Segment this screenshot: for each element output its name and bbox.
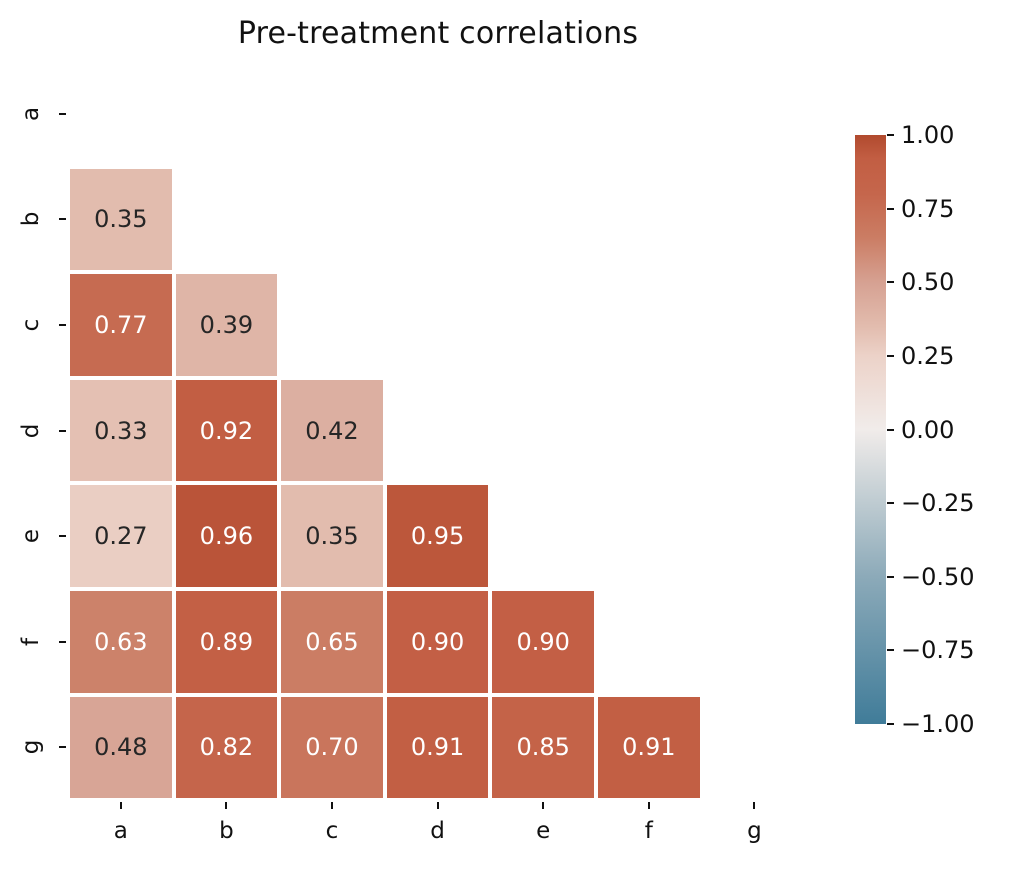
cell-annotation: 0.89 <box>199 627 254 656</box>
colorbar-tick-label: 0.00 <box>901 415 955 444</box>
colorbar-tick-mark <box>887 207 894 210</box>
y-tick-label-e: e <box>18 529 44 544</box>
y-tick-label-a: a <box>18 106 44 121</box>
x-tick-label-c: c <box>325 818 339 845</box>
heatmap-cell-b-a: 0.35 <box>68 166 174 273</box>
y-tick-mark <box>59 535 66 538</box>
heatmap-cell-e-a: 0.27 <box>68 483 174 589</box>
y-tick-label-f: f <box>18 637 44 646</box>
y-tick-mark <box>59 218 66 221</box>
cell-annotation: 0.65 <box>305 627 359 656</box>
x-tick-label-a: a <box>113 818 128 845</box>
y-tick-mark <box>59 429 66 432</box>
heatmap-cell-f-d: 0.90 <box>384 589 491 695</box>
cell-annotation: 0.91 <box>622 733 676 762</box>
colorbar-tick-label: −0.50 <box>901 562 975 591</box>
cell-annotation: 0.33 <box>94 416 148 445</box>
colorbar-tick-label: 0.75 <box>901 194 955 223</box>
cell-annotation: 0.90 <box>410 627 465 656</box>
colorbar-tick-mark <box>887 575 894 578</box>
colorbar-tick-label: 0.25 <box>901 341 955 370</box>
x-tick-label-e: e <box>536 818 551 845</box>
cell-annotation: 0.63 <box>94 627 148 656</box>
cell-annotation: 0.27 <box>94 522 148 551</box>
cell-annotation: 0.95 <box>410 522 465 551</box>
y-tick-mark <box>59 746 66 749</box>
cell-annotation: 0.85 <box>516 733 570 762</box>
y-tick-label-b: b <box>18 212 44 227</box>
y-tick-label-g: g <box>18 740 44 755</box>
x-tick-mark <box>119 802 122 810</box>
heatmap-cell-e-b: 0.96 <box>173 483 280 589</box>
y-tick-label-c: c <box>18 318 44 332</box>
colorbar-tick-mark <box>887 723 894 725</box>
y-tick-mark <box>59 640 66 643</box>
x-tick-mark <box>647 802 650 810</box>
x-tick-mark <box>331 802 333 810</box>
heatmap-cell-g-c: 0.70 <box>279 694 385 801</box>
cell-annotation: 0.39 <box>199 310 254 339</box>
y-tick-mark <box>59 112 66 115</box>
colorbar-tick-mark <box>887 281 894 284</box>
x-tick-label-b: b <box>219 818 234 845</box>
colorbar-tick-label: −0.75 <box>901 636 975 665</box>
colorbar-tick-mark <box>887 134 894 136</box>
cell-annotation: 0.35 <box>305 522 359 551</box>
chart-title: Pre-treatment correlations <box>237 16 639 51</box>
heatmap-cell-g-d: 0.91 <box>384 694 491 801</box>
x-tick-mark <box>225 802 228 810</box>
y-tick-mark <box>59 324 66 326</box>
heatmap-cell-e-c: 0.35 <box>279 483 385 589</box>
heatmap-cell-d-a: 0.33 <box>68 377 174 484</box>
colorbar-tick-label: −1.00 <box>901 710 975 738</box>
colorbar-gradient <box>855 135 886 724</box>
heatmap-cell-e-d: 0.95 <box>384 483 491 589</box>
heatmap-cell-g-f: 0.91 <box>596 694 702 801</box>
heatmap-cell-f-b: 0.89 <box>173 589 280 695</box>
cell-annotation: 0.42 <box>305 416 359 445</box>
heatmap-cell-f-e: 0.90 <box>490 589 596 695</box>
heatmap-cell-g-e: 0.85 <box>490 694 596 801</box>
x-tick-label-g: g <box>747 818 762 845</box>
colorbar-tick-label: −0.25 <box>901 489 975 518</box>
heatmap-cell-d-b: 0.92 <box>173 377 280 484</box>
heatmap-cell-g-a: 0.48 <box>68 694 174 801</box>
heatmap-cell-f-c: 0.65 <box>279 589 385 695</box>
x-tick-label-f: f <box>644 818 653 845</box>
cell-annotation: 0.82 <box>199 733 254 762</box>
heatmap-cell-d-c: 0.42 <box>279 377 385 484</box>
x-tick-mark <box>542 802 545 810</box>
colorbar-tick-mark <box>887 649 894 652</box>
heatmap-cell-g-b: 0.82 <box>173 694 280 801</box>
cell-annotation: 0.92 <box>199 416 254 445</box>
x-tick-mark <box>753 802 756 810</box>
colorbar-tick-label: 1.00 <box>901 121 955 149</box>
colorbar-tick-mark <box>887 428 894 431</box>
cell-annotation: 0.96 <box>199 522 254 551</box>
heatmap-cell-c-a: 0.77 <box>68 272 174 378</box>
colorbar-tick-mark <box>887 502 894 505</box>
x-tick-label-d: d <box>430 818 445 845</box>
cell-annotation: 0.35 <box>94 205 148 234</box>
cell-annotation: 0.91 <box>410 733 465 762</box>
colorbar-tick-mark <box>887 354 894 357</box>
x-tick-mark <box>436 802 439 810</box>
cell-annotation: 0.70 <box>305 733 359 762</box>
heatmap-cell-f-a: 0.63 <box>68 589 174 695</box>
colorbar-tick-label: 0.50 <box>901 268 955 297</box>
heatmap-cell-c-b: 0.39 <box>173 272 280 378</box>
cell-annotation: 0.48 <box>94 733 148 762</box>
cell-annotation: 0.77 <box>94 310 148 339</box>
y-tick-label-d: d <box>18 423 44 438</box>
cell-annotation: 0.90 <box>516 627 570 656</box>
